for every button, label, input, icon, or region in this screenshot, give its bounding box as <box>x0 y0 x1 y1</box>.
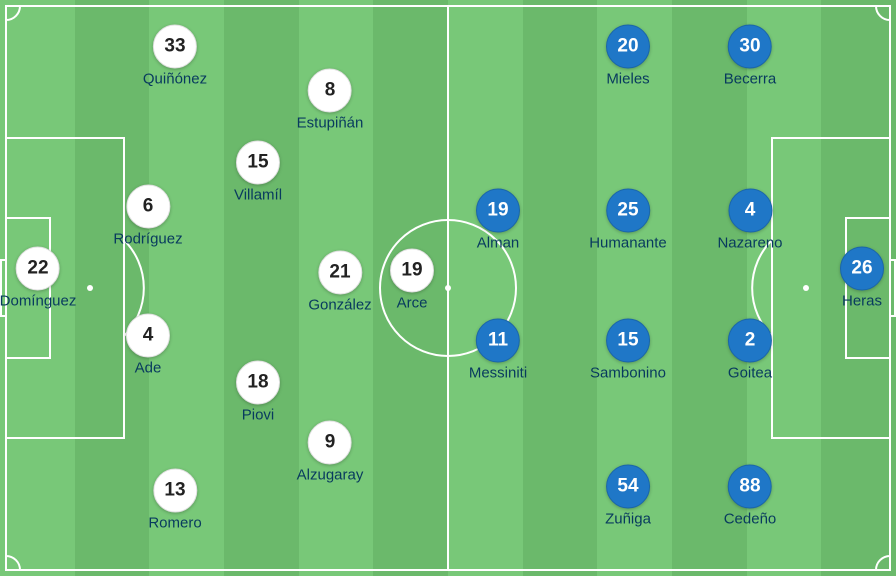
player-label: Zuñiga <box>605 511 651 528</box>
player-right-10: 26 Heras <box>840 247 884 310</box>
player-label: González <box>308 297 371 314</box>
player-number: 8 <box>308 69 352 113</box>
player-label: Becerra <box>724 71 777 88</box>
player-label: Quiñónez <box>143 71 207 88</box>
player-right-4: 15 Sambonino <box>590 319 666 382</box>
player-left-4: 13 Romero <box>148 469 201 532</box>
player-number: 30 <box>728 25 772 69</box>
player-label: Ade <box>135 360 162 377</box>
player-left-3: 4 Ade <box>126 314 170 377</box>
player-label: Piovi <box>242 407 275 424</box>
player-number: 18 <box>236 361 280 405</box>
player-right-9: 88 Cedeño <box>724 465 777 528</box>
player-right-3: 25 Humanante <box>589 189 667 252</box>
player-label: Estupiñán <box>297 115 364 132</box>
player-label: Arce <box>397 295 428 312</box>
player-number: 88 <box>728 465 772 509</box>
player-number: 6 <box>126 185 170 229</box>
player-right-1: 11 Messiniti <box>469 319 527 382</box>
player-number: 4 <box>728 189 772 233</box>
player-number: 15 <box>606 319 650 363</box>
player-right-7: 4 Nazareno <box>717 189 782 252</box>
player-label: Sambonino <box>590 365 666 382</box>
player-number: 13 <box>153 469 197 513</box>
player-label: Humanante <box>589 235 667 252</box>
player-left-1: 33 Quiñónez <box>143 25 207 88</box>
player-right-6: 30 Becerra <box>724 25 777 88</box>
player-label: Domínguez <box>0 293 76 310</box>
player-label: Rodríguez <box>113 231 182 248</box>
player-label: Nazareno <box>717 235 782 252</box>
player-number: 25 <box>606 189 650 233</box>
player-left-6: 18 Piovi <box>236 361 280 424</box>
player-label: Alman <box>477 235 520 252</box>
football-pitch: 22 Domínguez 33 Quiñónez 6 Rodríguez 4 Ade 13 Rom… <box>0 0 896 576</box>
player-label: Romero <box>148 515 201 532</box>
player-number: 2 <box>728 319 772 363</box>
player-right-5: 54 Zuñiga <box>605 465 651 528</box>
player-label: Heras <box>842 293 882 310</box>
player-label: Alzugaray <box>297 467 364 484</box>
player-left-5: 15 Villamíl <box>234 141 282 204</box>
player-label: Villamíl <box>234 187 282 204</box>
player-number: 22 <box>16 247 60 291</box>
player-label: Cedeño <box>724 511 777 528</box>
player-label: Goitea <box>728 365 772 382</box>
player-number: 54 <box>606 465 650 509</box>
player-number: 19 <box>390 249 434 293</box>
player-left-0: 22 Domínguez <box>0 247 76 310</box>
player-number: 11 <box>476 319 520 363</box>
player-left-8: 21 González <box>308 251 371 314</box>
player-number: 19 <box>476 189 520 233</box>
player-left-10: 19 Arce <box>390 249 434 312</box>
player-label: Mieles <box>606 71 649 88</box>
player-number: 26 <box>840 247 884 291</box>
player-number: 15 <box>236 141 280 185</box>
player-left-2: 6 Rodríguez <box>113 185 182 248</box>
player-label: Messiniti <box>469 365 527 382</box>
player-number: 9 <box>308 421 352 465</box>
player-left-7: 8 Estupiñán <box>297 69 364 132</box>
player-number: 21 <box>318 251 362 295</box>
player-right-8: 2 Goitea <box>728 319 772 382</box>
player-number: 20 <box>606 25 650 69</box>
player-number: 4 <box>126 314 170 358</box>
player-right-2: 20 Mieles <box>606 25 650 88</box>
player-left-9: 9 Alzugaray <box>297 421 364 484</box>
player-number: 33 <box>153 25 197 69</box>
player-right-0: 19 Alman <box>476 189 520 252</box>
